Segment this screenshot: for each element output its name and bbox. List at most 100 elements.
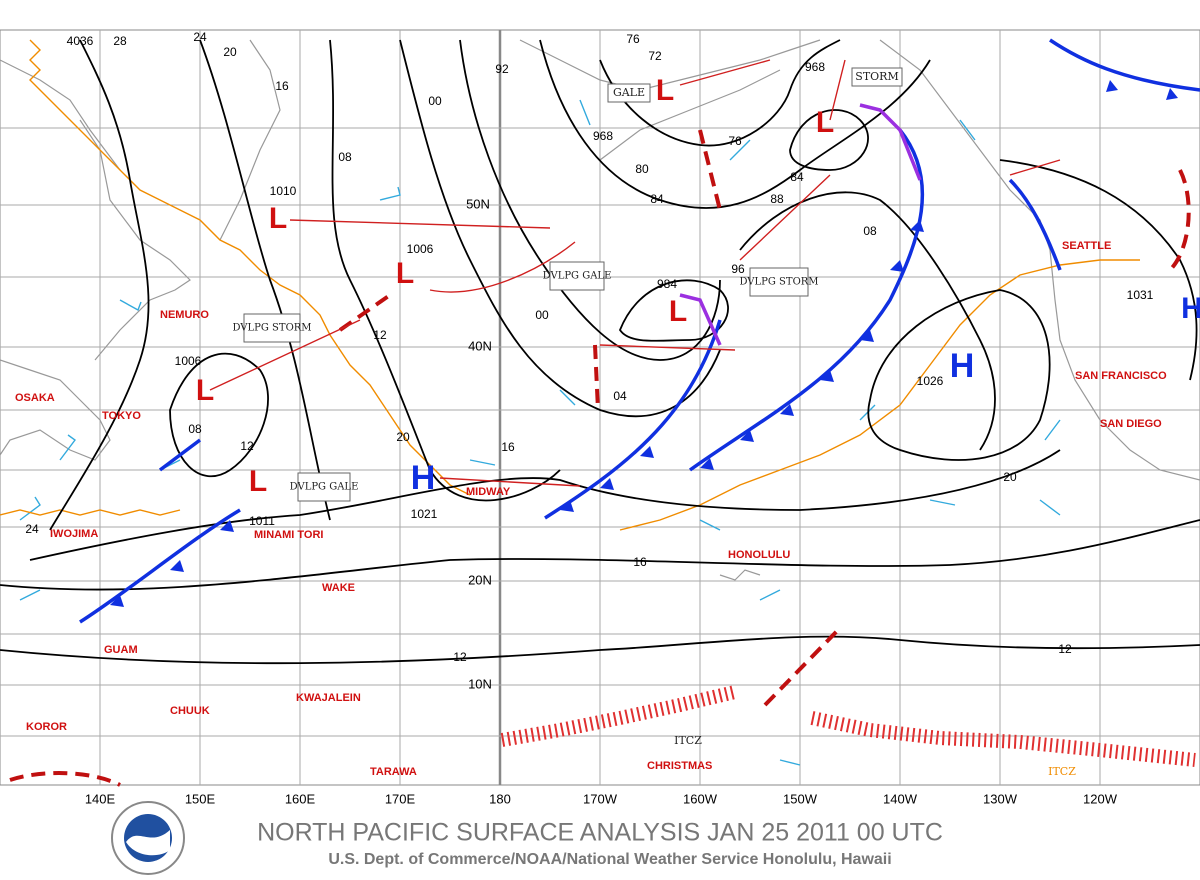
isobar-label: 16	[633, 555, 647, 569]
coastlines	[0, 39, 1200, 581]
station-label: TARAWA	[370, 766, 417, 778]
latitude-label: 20N	[468, 572, 492, 587]
annotation: ITCZ	[674, 734, 702, 747]
barb-group	[19, 99, 1061, 766]
station-label: HONOLULU	[728, 549, 790, 561]
annotation-box	[549, 261, 605, 291]
central-pressure: 1011	[249, 514, 275, 528]
station-label: OSAKA	[15, 392, 55, 404]
isobar	[739, 191, 996, 451]
isobar	[49, 39, 150, 531]
station-label: WAKE	[322, 582, 355, 594]
kamchatka	[219, 39, 281, 241]
stations: NEMURO OSAKA TOKYO IWOJIMA MINAMI TORI W…	[15, 240, 1167, 778]
graticule	[0, 30, 1200, 785]
itcz-band	[810, 711, 1196, 767]
isobar-label: 20	[1003, 470, 1017, 484]
isobar-label: 88	[770, 192, 784, 206]
isobar	[0, 519, 1200, 591]
isobar	[867, 289, 1051, 461]
latitude-label: 10N	[468, 676, 492, 691]
latitude-labels: 50N 40N 20N 10N	[466, 196, 492, 691]
isobar-label: 16	[275, 79, 289, 93]
annotation: DVLPG GALE	[290, 482, 359, 493]
central-pressure: 4036	[67, 34, 94, 48]
longitude-label: 170E	[385, 791, 416, 806]
trough	[9, 771, 121, 787]
isobar-label: 12	[373, 328, 387, 342]
isobar-label: 04	[613, 389, 627, 403]
longitude-label: 150W	[783, 791, 818, 806]
isobars	[0, 39, 1200, 665]
isobar-label: 08	[338, 150, 352, 164]
isobar-label: 76	[626, 32, 640, 46]
low-center: L	[269, 202, 287, 235]
annotation: DVLPG GALE	[543, 271, 612, 282]
station-label: GUAM	[104, 644, 138, 656]
isobar-label: 12	[240, 439, 254, 453]
hawaii	[719, 569, 761, 581]
trough	[593, 344, 600, 411]
isobar-label: 00	[428, 94, 442, 108]
isobar	[169, 352, 269, 477]
longitude-labels: 140E 150E 160E 170E 180 170W 160W 150W 1…	[85, 791, 1118, 806]
isobar-label: 84	[650, 192, 664, 206]
alaska-coast	[519, 39, 821, 91]
isobar-label: 72	[648, 49, 662, 63]
longitude-label: 160W	[683, 791, 718, 806]
longitude-label: 130W	[983, 791, 1018, 806]
central-pressure: 1031	[1127, 288, 1154, 302]
isobar	[599, 39, 841, 147]
annotation: DVLPG STORM	[739, 277, 818, 288]
isobar-label: 80	[635, 162, 649, 176]
station-label: CHUUK	[170, 705, 210, 717]
high-center: H	[950, 347, 975, 385]
ridge-line	[0, 509, 181, 516]
isobar-label: 24	[25, 522, 39, 536]
station-label: IWOJIMA	[50, 528, 98, 540]
itcz-band	[500, 685, 737, 747]
pressure-centers: H H H L L L L L L L 1010 1006 1006 1011 …	[67, 34, 1200, 528]
annotation: DVLPG STORM	[232, 323, 311, 334]
annotations: GALE STORM DVLPG GALE DVLPG STORM DVLPG …	[232, 67, 1076, 778]
central-pressure: 968	[593, 129, 613, 143]
isobar-label: 76	[728, 134, 742, 148]
annotation: ITCZ	[1048, 765, 1076, 778]
noaa-logo	[111, 801, 185, 875]
isobar	[199, 39, 331, 521]
cold-front	[79, 438, 241, 624]
low-center: L	[396, 257, 414, 290]
cold-front	[1008, 178, 1062, 271]
low-center: L	[669, 295, 687, 328]
logo-bird	[126, 830, 170, 856]
station-label: TOKYO	[102, 410, 141, 422]
annotation-box	[607, 83, 651, 103]
trough	[763, 626, 842, 707]
central-pressure: 968	[805, 60, 825, 74]
longitude-label: 140W	[883, 791, 918, 806]
station-label: CHRISTMAS	[647, 760, 712, 772]
isobar-labels: 28 24 20 16 12 08 04 00 92 96 88 84 80 7…	[25, 30, 1072, 664]
trough	[1168, 169, 1191, 272]
longitude-label: 140E	[85, 791, 116, 806]
isobar-label: 28	[113, 34, 127, 48]
north-america-coast	[879, 39, 1200, 481]
isobar-label: 16	[501, 440, 515, 454]
isobar-label: 24	[193, 30, 207, 44]
central-pressure: 1006	[175, 354, 202, 368]
isobar-label: 00	[535, 308, 549, 322]
low-center: L	[656, 74, 674, 107]
low-center: L	[816, 106, 834, 139]
cold-front	[1049, 38, 1200, 92]
station-label: KOROR	[26, 721, 67, 733]
annotation-box	[297, 472, 351, 502]
longitude-label: 180	[489, 791, 511, 806]
station-label: MIDWAY	[466, 486, 511, 498]
longitude-label: 170W	[583, 791, 618, 806]
central-pressure: 984	[657, 277, 677, 291]
ridge-line	[619, 259, 1140, 531]
longitude-label: 160E	[285, 791, 316, 806]
high-center: H	[411, 459, 436, 497]
central-pressure: 1021	[411, 507, 438, 521]
